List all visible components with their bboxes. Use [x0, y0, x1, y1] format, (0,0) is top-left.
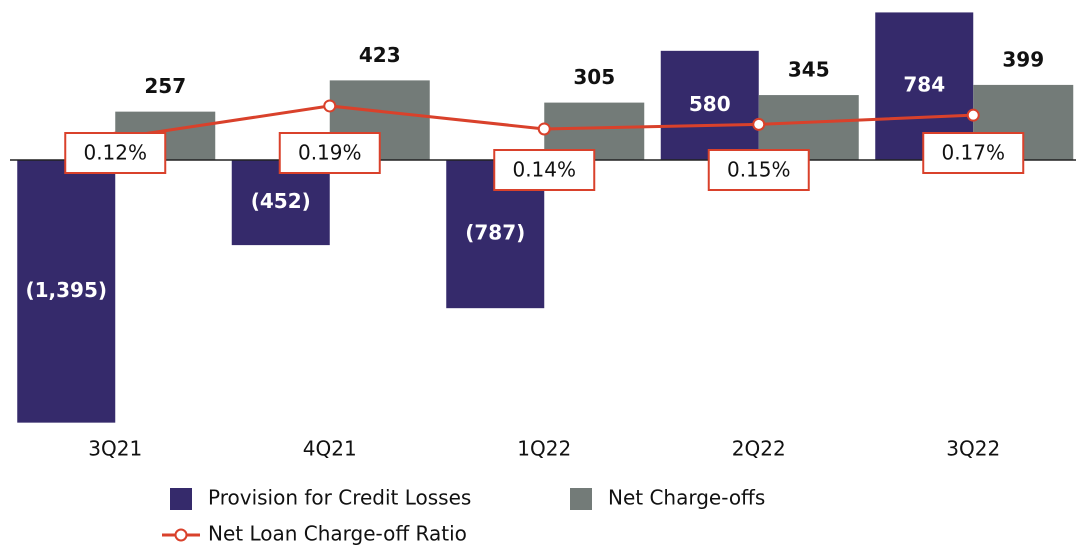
x-tick-label: 4Q21: [303, 437, 357, 461]
x-tick-label: 3Q22: [946, 437, 1000, 461]
legend-swatch: [170, 488, 192, 510]
bar: [17, 160, 116, 423]
bar-label: 399: [1002, 47, 1044, 71]
ratio-label-box: [64, 132, 167, 174]
bar-label: 784: [903, 73, 945, 97]
ratio-label-box: [707, 149, 810, 191]
ratio-label-box: [922, 132, 1025, 174]
bar-label: 305: [573, 65, 615, 89]
ratio-point: [752, 117, 766, 131]
ratio-label: 0.12%: [83, 141, 147, 165]
ratio-label: 0.15%: [727, 158, 791, 182]
legend-label: Net Charge-offs: [608, 486, 765, 510]
ratio-label-box: [493, 149, 596, 191]
bar-label: (1,395): [25, 278, 107, 302]
x-tick-label: 1Q22: [517, 437, 571, 461]
bar-label: 345: [788, 58, 830, 82]
legend-label: Net Loan Charge-off Ratio: [208, 522, 467, 546]
bar-label: (452): [251, 189, 311, 213]
legend-marker: [174, 528, 188, 542]
ratio-label: 0.17%: [941, 141, 1005, 165]
x-tick-label: 3Q21: [88, 437, 142, 461]
x-tick-label: 2Q22: [732, 437, 786, 461]
ratio-label-box: [278, 132, 381, 174]
legend-swatch: [570, 488, 592, 510]
bar-label: 580: [689, 92, 731, 116]
bar: [231, 160, 330, 246]
ratio-label: 0.14%: [512, 158, 576, 182]
ratio-label: 0.19%: [298, 141, 362, 165]
ratio-point: [537, 122, 551, 136]
bar: [660, 50, 759, 161]
bar-label: 257: [144, 74, 186, 98]
bar-label: 423: [359, 43, 401, 67]
bar-label: (787): [465, 221, 525, 245]
legend-label: Provision for Credit Losses: [208, 486, 471, 510]
ratio-point: [323, 99, 337, 113]
ratio-point: [966, 108, 980, 122]
